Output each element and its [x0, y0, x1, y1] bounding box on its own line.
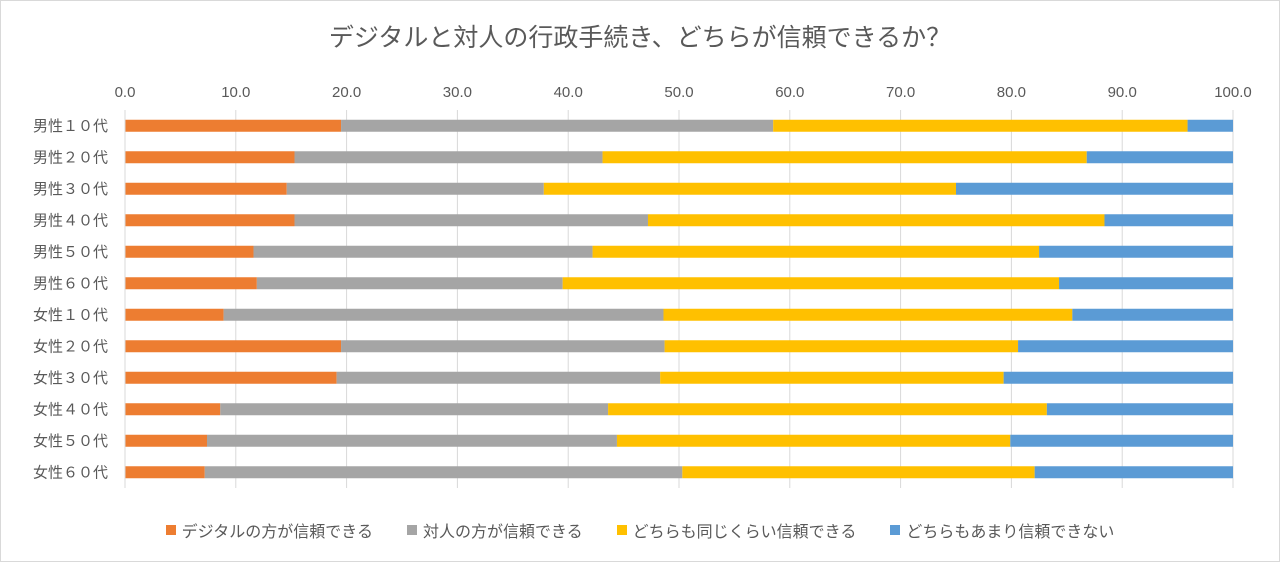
legend: デジタルの方が信頼できる 対人の方が信頼できる どちらも同じくらい信頼できる ど… — [0, 518, 1280, 542]
bar-segment-1 — [125, 434, 207, 447]
bar-segment-3 — [608, 403, 1047, 416]
category-label: 女性５０代 — [33, 432, 108, 450]
bar-segment-1 — [125, 466, 205, 479]
x-tick-label: 70.0 — [886, 84, 915, 101]
legend-swatch-both-equal — [616, 525, 627, 535]
bar-segment-1 — [125, 340, 342, 353]
bar-segment-1 — [125, 151, 295, 164]
x-tick-label: 30.0 — [443, 84, 472, 101]
bar-segment-3 — [562, 277, 1060, 290]
x-tick-label: 80.0 — [997, 84, 1026, 101]
category-label: 男性２０代 — [33, 148, 108, 166]
bar-segment-3 — [543, 182, 956, 195]
bar-segment-4 — [1187, 119, 1233, 132]
x-tick-label: 20.0 — [332, 84, 361, 101]
bar-segment-2 — [341, 340, 665, 353]
category-label: 男性４０代 — [33, 211, 108, 229]
bar-segment-4 — [1018, 340, 1233, 353]
bar-segment-1 — [125, 403, 221, 416]
legend-label-both-equal: どちらも同じくらい信頼できる — [632, 522, 857, 541]
x-tick-label: 90.0 — [1108, 84, 1137, 101]
bar-segment-3 — [592, 245, 1040, 258]
bar-segment-3 — [663, 308, 1073, 321]
bar-segment-2 — [336, 371, 661, 384]
bar-segment-1 — [125, 119, 342, 132]
legend-swatch-in-person — [406, 525, 417, 535]
bar-segment-2 — [204, 466, 683, 479]
bar-segment-1 — [125, 308, 224, 321]
bar-segment-4 — [1059, 277, 1233, 290]
x-tick-label: 10.0 — [221, 84, 250, 101]
bar-segment-2 — [223, 308, 664, 321]
x-tick-label: 50.0 — [664, 84, 693, 101]
bar-segment-1 — [125, 371, 337, 384]
x-tick-label: 100.0 — [1214, 84, 1252, 101]
bar-segment-2 — [294, 151, 603, 164]
category-label: 男性３０代 — [33, 180, 108, 198]
bar-segment-1 — [125, 245, 254, 258]
legend-item-digital[interactable]: デジタルの方が信頼できる — [165, 518, 373, 542]
bar-segment-3 — [773, 119, 1188, 132]
category-label: 女性４０代 — [33, 400, 108, 418]
x-tick-label: 60.0 — [775, 84, 804, 101]
bar-segment-2 — [206, 434, 617, 447]
legend-item-neither[interactable]: どちらもあまり信頼できない — [890, 518, 1114, 542]
bar-segment-3 — [602, 151, 1087, 164]
legend-swatch-neither — [890, 525, 901, 535]
bar-segment-4 — [956, 182, 1233, 195]
bar-segment-3 — [660, 371, 1004, 384]
legend-item-in-person[interactable]: 対人の方が信頼できる — [406, 518, 583, 542]
bar-segment-4 — [1003, 371, 1233, 384]
bar-segment-4 — [1072, 308, 1233, 321]
bar-segment-3 — [647, 214, 1105, 227]
bar-segment-4 — [1086, 151, 1233, 164]
bar-segment-4 — [1046, 403, 1233, 416]
bar-segment-2 — [294, 214, 648, 227]
chart-title: デジタルと対人の行政手続き、どちらが信頼できるか？ — [328, 23, 952, 52]
category-label: 女性２０代 — [33, 337, 108, 355]
bar-segment-3 — [664, 340, 1019, 353]
bar-segment-2 — [220, 403, 609, 416]
bar-segment-1 — [125, 277, 257, 290]
x-tick-label: 0.0 — [115, 84, 136, 101]
bar-segment-2 — [253, 245, 593, 258]
legend-label-digital: デジタルの方が信頼できる — [181, 522, 373, 541]
category-label: 女性３０代 — [33, 369, 108, 387]
category-label: 男性１０代 — [33, 117, 108, 135]
bar-segment-1 — [125, 214, 295, 227]
category-label: 男性５０代 — [33, 243, 108, 261]
category-label: 女性６０代 — [33, 463, 108, 481]
bar-segment-4 — [1104, 214, 1233, 227]
legend-label-neither: どちらもあまり信頼できない — [906, 522, 1115, 541]
legend-swatch-digital — [165, 525, 176, 535]
bar-segment-2 — [256, 277, 563, 290]
bar-segment-4 — [1034, 466, 1233, 479]
bar-segment-2 — [341, 119, 774, 132]
category-label: 女性１０代 — [33, 306, 108, 324]
bar-segment-4 — [1010, 434, 1233, 447]
legend-label-in-person: 対人の方が信頼できる — [422, 522, 583, 541]
x-tick-label: 40.0 — [554, 84, 583, 101]
bar-segment-3 — [682, 466, 1035, 479]
bar-segment-3 — [616, 434, 1011, 447]
bar-segment-2 — [286, 182, 544, 195]
bar-segment-1 — [125, 182, 287, 195]
bar-segment-4 — [1039, 245, 1233, 258]
category-label: 男性６０代 — [33, 274, 108, 292]
legend-item-both-equal[interactable]: どちらも同じくらい信頼できる — [616, 518, 857, 542]
